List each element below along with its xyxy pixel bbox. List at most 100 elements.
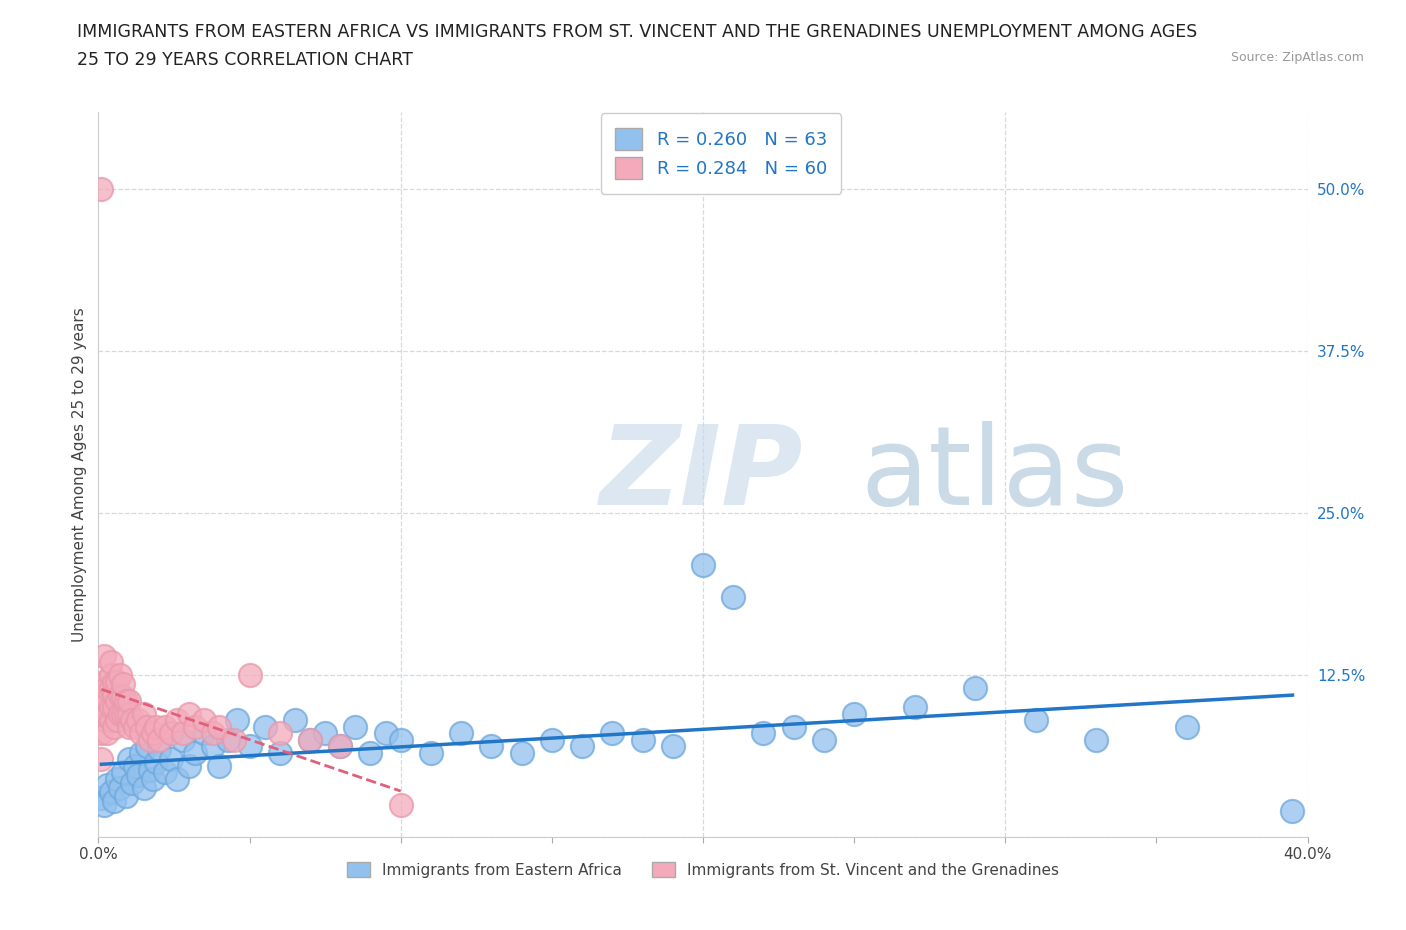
Point xyxy=(105,674,128,689)
Point xyxy=(90,182,112,197)
Point xyxy=(93,713,115,728)
Point xyxy=(904,700,927,715)
Point xyxy=(114,694,136,709)
Point xyxy=(148,741,170,756)
Point xyxy=(148,733,170,748)
Point xyxy=(111,690,134,705)
Point xyxy=(389,797,412,812)
Point xyxy=(344,720,367,735)
Point xyxy=(96,777,118,792)
Point xyxy=(540,733,562,748)
Point xyxy=(239,668,262,683)
Point xyxy=(114,707,136,722)
Text: ZIP: ZIP xyxy=(600,420,804,528)
Point xyxy=(96,681,118,696)
Point xyxy=(121,713,143,728)
Point xyxy=(179,758,201,773)
Point xyxy=(100,681,122,696)
Point xyxy=(93,674,115,689)
Point xyxy=(103,793,125,808)
Point xyxy=(90,751,112,766)
Point xyxy=(160,726,183,741)
Point xyxy=(269,745,291,760)
Point xyxy=(965,681,987,696)
Point xyxy=(224,733,246,748)
Point xyxy=(105,694,128,709)
Point xyxy=(184,745,207,760)
Point xyxy=(111,707,134,722)
Point xyxy=(153,764,176,779)
Text: IMMIGRANTS FROM EASTERN AFRICA VS IMMIGRANTS FROM ST. VINCENT AND THE GRENADINES: IMMIGRANTS FROM EASTERN AFRICA VS IMMIGR… xyxy=(77,23,1198,41)
Point xyxy=(360,745,382,760)
Point xyxy=(420,745,443,760)
Point xyxy=(127,767,149,782)
Point xyxy=(93,648,115,663)
Point xyxy=(193,713,215,728)
Point xyxy=(208,720,231,735)
Point xyxy=(631,733,654,748)
Point xyxy=(166,771,188,786)
Point xyxy=(114,788,136,803)
Point xyxy=(1024,713,1046,728)
Text: Source: ZipAtlas.com: Source: ZipAtlas.com xyxy=(1230,51,1364,64)
Point xyxy=(510,745,533,760)
Point xyxy=(450,726,472,741)
Point xyxy=(723,590,745,604)
Point xyxy=(602,726,624,741)
Point xyxy=(160,751,183,766)
Point xyxy=(329,738,352,753)
Point xyxy=(481,738,503,753)
Text: 25 TO 29 YEARS CORRELATION CHART: 25 TO 29 YEARS CORRELATION CHART xyxy=(77,51,413,69)
Point xyxy=(129,745,152,760)
Point xyxy=(571,738,593,753)
Point xyxy=(389,733,412,748)
Point xyxy=(100,700,122,715)
Point xyxy=(105,771,128,786)
Point xyxy=(100,784,122,799)
Point xyxy=(142,771,165,786)
Point xyxy=(145,754,167,769)
Point xyxy=(111,764,134,779)
Point xyxy=(139,763,162,777)
Point xyxy=(108,668,131,683)
Point xyxy=(96,694,118,709)
Point xyxy=(153,720,176,735)
Point xyxy=(93,687,115,702)
Point xyxy=(100,655,122,670)
Point xyxy=(132,780,155,795)
Y-axis label: Unemployment Among Ages 25 to 29 years: Unemployment Among Ages 25 to 29 years xyxy=(72,307,87,642)
Point xyxy=(202,726,225,741)
Point xyxy=(121,776,143,790)
Point xyxy=(813,733,835,748)
Point xyxy=(118,707,141,722)
Point xyxy=(135,720,157,735)
Point xyxy=(692,558,714,573)
Legend: Immigrants from Eastern Africa, Immigrants from St. Vincent and the Grenadines: Immigrants from Eastern Africa, Immigran… xyxy=(340,856,1066,884)
Point xyxy=(844,707,866,722)
Point xyxy=(111,677,134,692)
Point xyxy=(103,687,125,702)
Point xyxy=(253,720,276,735)
Point xyxy=(299,733,322,748)
Point xyxy=(129,726,152,741)
Point xyxy=(124,758,146,773)
Point xyxy=(202,738,225,753)
Point xyxy=(105,713,128,728)
Point xyxy=(217,733,239,748)
Point xyxy=(103,674,125,689)
Point xyxy=(193,726,215,741)
Point xyxy=(208,758,231,773)
Point xyxy=(132,707,155,722)
Point xyxy=(90,726,112,741)
Point xyxy=(108,707,131,722)
Point xyxy=(100,713,122,728)
Point xyxy=(118,720,141,735)
Point xyxy=(374,726,396,741)
Point xyxy=(299,733,322,748)
Point xyxy=(118,751,141,766)
Text: atlas: atlas xyxy=(860,420,1129,528)
Point xyxy=(179,707,201,722)
Point xyxy=(90,790,112,805)
Point xyxy=(103,720,125,735)
Point xyxy=(239,738,262,753)
